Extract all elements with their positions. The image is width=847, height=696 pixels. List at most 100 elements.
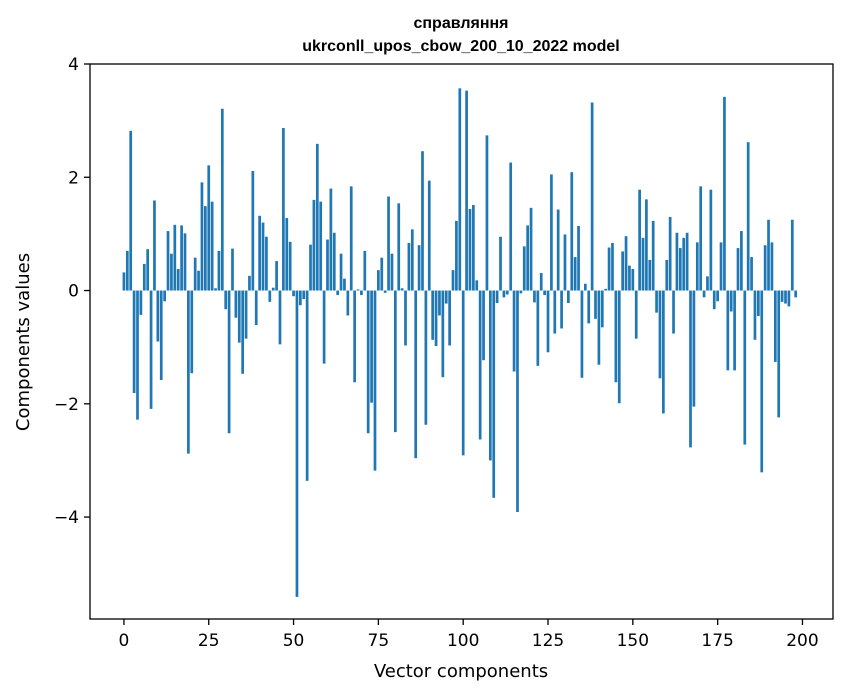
bar xyxy=(251,171,255,291)
bar xyxy=(234,290,238,318)
bar xyxy=(519,290,523,294)
bar xyxy=(448,290,451,346)
bar xyxy=(142,263,146,291)
bar xyxy=(220,108,224,291)
bar xyxy=(129,130,133,291)
bar xyxy=(248,275,251,291)
bar xyxy=(153,200,156,291)
bar xyxy=(512,290,516,372)
bar xyxy=(706,276,709,291)
bar xyxy=(539,272,543,291)
bar xyxy=(760,290,764,473)
bar xyxy=(241,290,245,374)
bar xyxy=(231,248,234,291)
bar xyxy=(567,290,570,303)
bar xyxy=(312,199,316,291)
x-axis-label: Vector components xyxy=(374,661,548,682)
bar xyxy=(190,290,194,374)
bar xyxy=(383,290,387,293)
y-axis-label: Components values xyxy=(13,253,34,431)
bar xyxy=(672,290,675,334)
bar xyxy=(597,290,601,365)
bar xyxy=(662,290,665,414)
bar xyxy=(343,278,346,291)
bar xyxy=(441,290,445,378)
bar xyxy=(502,290,506,298)
bar xyxy=(237,290,241,343)
bar xyxy=(716,290,719,302)
bar xyxy=(577,225,580,291)
bar xyxy=(631,269,635,291)
bar xyxy=(227,290,231,434)
bar xyxy=(482,290,485,361)
bar xyxy=(302,290,306,300)
bar xyxy=(641,237,645,291)
bar xyxy=(183,233,187,291)
bar xyxy=(682,237,686,291)
bar xyxy=(790,219,794,291)
x-tick-label: 150 xyxy=(617,631,649,651)
plot-frame xyxy=(89,63,834,620)
x-tick-label: 0 xyxy=(119,631,130,651)
bar xyxy=(265,236,268,291)
bar xyxy=(387,196,390,291)
bar xyxy=(295,290,299,597)
bar xyxy=(136,290,139,420)
bar xyxy=(726,290,730,371)
bar xyxy=(377,270,380,291)
bar xyxy=(421,151,424,291)
bar xyxy=(794,290,798,298)
bar xyxy=(373,290,377,471)
bar xyxy=(285,218,289,291)
bar xyxy=(397,203,401,291)
bar xyxy=(132,290,136,394)
bar xyxy=(353,290,356,383)
bar xyxy=(634,290,638,339)
bar xyxy=(210,201,214,291)
chart-title: справляння xyxy=(413,15,508,32)
bar xyxy=(156,290,160,342)
bar xyxy=(675,232,679,291)
bar xyxy=(427,180,431,291)
bar xyxy=(668,216,672,291)
bar xyxy=(400,288,404,291)
bar xyxy=(563,234,567,291)
bar xyxy=(214,288,217,291)
bar xyxy=(163,290,166,302)
bar xyxy=(173,224,177,291)
bar xyxy=(695,242,699,291)
bar xyxy=(651,220,655,291)
bar xyxy=(329,188,333,291)
bar xyxy=(261,222,265,291)
bar xyxy=(536,290,540,366)
bar xyxy=(407,242,411,291)
x-axis-ticks: 0 25 50 75 100 125 150 175 200 xyxy=(119,619,819,651)
bar xyxy=(488,290,492,461)
x-tick-label: 25 xyxy=(198,631,220,651)
bar xyxy=(458,88,462,291)
bar xyxy=(414,290,418,459)
bar xyxy=(472,205,475,291)
x-tick-label: 50 xyxy=(283,631,305,651)
x-tick-label: 125 xyxy=(532,631,564,651)
bar xyxy=(607,247,611,291)
bar xyxy=(546,290,550,353)
y-axis-ticks: −4 −2 0 2 4 xyxy=(54,55,90,528)
bar xyxy=(495,290,499,303)
bar xyxy=(431,290,435,340)
bar xyxy=(740,231,743,291)
bar xyxy=(611,242,614,291)
bar xyxy=(438,290,441,316)
bar xyxy=(709,189,713,291)
bar xyxy=(580,290,584,378)
chart-subtitle: ukrconll_upos_cbow_200_10_2022 model xyxy=(302,38,619,55)
bar xyxy=(363,250,367,291)
bar xyxy=(305,290,309,481)
bar xyxy=(533,290,536,303)
bar xyxy=(122,272,126,291)
bar xyxy=(339,253,343,291)
bar xyxy=(617,290,621,404)
bar xyxy=(604,288,608,291)
bar xyxy=(315,143,319,291)
